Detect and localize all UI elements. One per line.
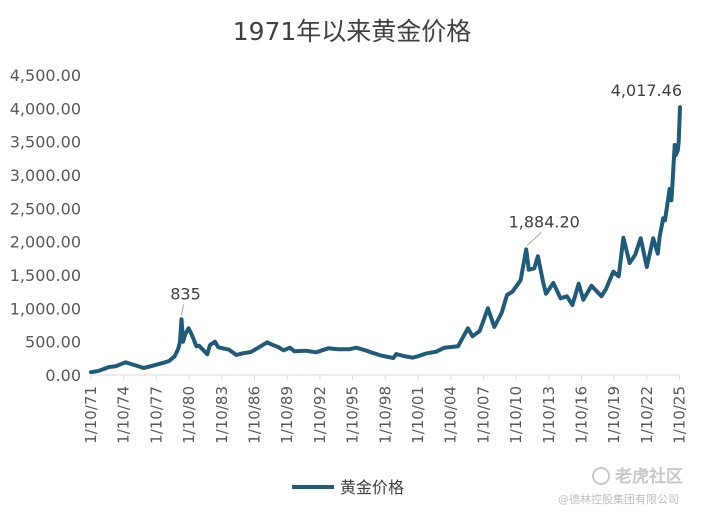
y-tick-label: 3,000.00 <box>10 166 81 185</box>
y-tick-label: 2,000.00 <box>10 233 81 252</box>
watermark: 老虎社区 @德林控股集团有限公司 <box>558 466 683 506</box>
y-tick-label: 4,000.00 <box>10 99 81 118</box>
x-tick-label: 1/10/95 <box>344 386 362 444</box>
annotations: 835 1,884.20 4,017.46 <box>170 81 682 316</box>
x-tick-label: 1/10/74 <box>115 386 133 444</box>
x-tick-label: 1/10/86 <box>245 386 263 444</box>
y-axis: 0.00 500.00 1,000.00 1,500.00 2,000.00 2,500.… <box>10 66 81 385</box>
x-tick-label: 1/10/80 <box>180 386 198 444</box>
x-tick-label: 1/10/71 <box>82 386 100 444</box>
x-tick-label: 1/10/98 <box>376 386 394 444</box>
tiger-logo-icon <box>592 467 610 485</box>
x-tick-label: 1/10/83 <box>213 386 231 444</box>
y-tick-label: 500.00 <box>25 333 81 352</box>
series-line-gold-price <box>89 105 682 375</box>
annotation-label: 4,017.46 <box>611 81 682 100</box>
x-tick-label: 1/10/25 <box>671 386 689 444</box>
annotation-label: 1,884.20 <box>509 212 580 231</box>
watermark-sub-text: @德林控股集团有限公司 <box>558 492 679 506</box>
x-axis: 1/10/71 1/10/74 1/10/77 1/10/80 1/10/83 1/10/… <box>82 375 689 444</box>
x-tick-label: 1/10/77 <box>147 386 165 444</box>
y-tick-label: 1,000.00 <box>10 299 81 318</box>
watermark-logo-text: 老虎社区 <box>614 466 683 487</box>
annotation-leader <box>526 232 542 246</box>
legend: 黄金价格 <box>292 478 404 497</box>
x-tick-label: 1/10/10 <box>507 386 525 444</box>
chart-title: 1971年以来黄金价格 <box>233 17 472 46</box>
x-tick-label: 1/10/16 <box>572 386 590 444</box>
x-tick-label: 1/10/07 <box>474 386 492 444</box>
x-tick-label: 1/10/13 <box>540 386 558 444</box>
y-tick-label: 0.00 <box>45 366 81 385</box>
y-tick-label: 1,500.00 <box>10 266 81 285</box>
x-tick-label: 1/10/89 <box>278 386 296 444</box>
y-tick-label: 4,500.00 <box>10 66 81 85</box>
x-tick-label: 1/10/19 <box>605 386 623 444</box>
y-tick-label: 3,500.00 <box>10 133 81 152</box>
x-tick-label: 1/10/01 <box>409 386 427 444</box>
annotation-leader <box>181 304 185 316</box>
y-tick-label: 2,500.00 <box>10 199 81 218</box>
legend-label: 黄金价格 <box>340 478 404 497</box>
annotation-label: 835 <box>170 284 201 303</box>
x-tick-label: 1/10/92 <box>311 386 329 444</box>
x-tick-label: 1/10/22 <box>638 386 656 444</box>
x-tick-label: 1/10/04 <box>442 386 460 444</box>
